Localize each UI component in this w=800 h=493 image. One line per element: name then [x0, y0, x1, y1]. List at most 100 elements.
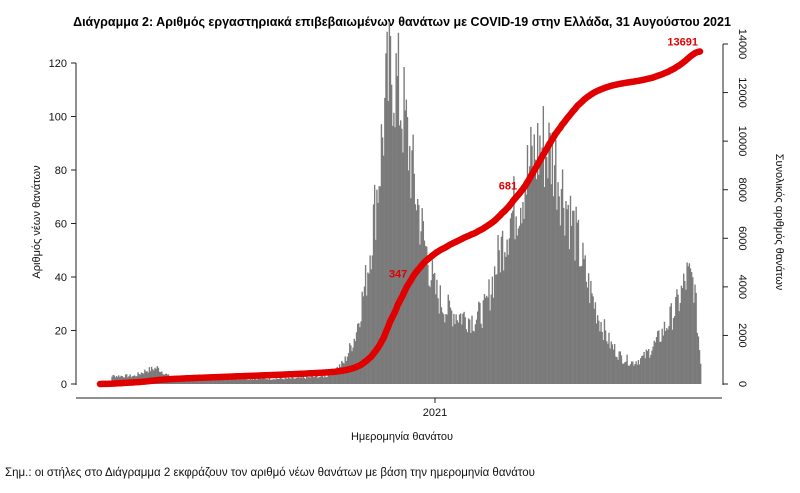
bar: [307, 377, 309, 384]
bar: [218, 379, 221, 384]
bar: [509, 218, 512, 384]
bar: [414, 204, 417, 384]
bar: [270, 379, 273, 384]
bar: [373, 184, 376, 384]
bar: [482, 300, 485, 384]
bar: [193, 378, 196, 384]
bar: [420, 231, 422, 384]
bar: [489, 310, 491, 384]
bar: [659, 342, 661, 384]
bar-series: [100, 21, 702, 385]
bar: [323, 377, 325, 384]
bar: [550, 184, 552, 384]
bar: [558, 196, 560, 384]
bar: [515, 216, 517, 384]
bar: [436, 279, 438, 384]
bar: [480, 323, 482, 384]
bar: [463, 311, 465, 384]
bar: [326, 377, 328, 384]
bar: [604, 330, 607, 384]
bar: [656, 331, 659, 384]
bar: [465, 329, 468, 384]
bar: [390, 84, 393, 385]
bar: [603, 319, 606, 384]
bar: [272, 379, 274, 384]
bar: [113, 375, 115, 384]
bar: [658, 330, 660, 384]
bar: [461, 324, 463, 384]
bar: [496, 274, 498, 384]
bar: [544, 147, 547, 384]
bar: [567, 204, 569, 384]
bar: [439, 285, 441, 384]
bar: [366, 295, 368, 384]
bar: [303, 377, 306, 384]
bar: [360, 321, 362, 384]
cumulative-label: 13691: [667, 37, 698, 49]
bar: [261, 377, 264, 384]
bar: [611, 344, 614, 384]
bar: [406, 117, 409, 384]
bar: [197, 378, 199, 384]
bar: [685, 289, 687, 384]
bar: [478, 301, 480, 384]
bar: [651, 350, 653, 384]
bar: [600, 321, 602, 384]
bar: [680, 285, 683, 384]
y-tick-label: 60: [55, 219, 67, 231]
bar: [410, 198, 412, 384]
bar: [236, 379, 239, 384]
bar: [590, 280, 592, 384]
bar: [427, 264, 429, 384]
bar: [688, 263, 691, 384]
bar: [284, 377, 286, 384]
bar: [428, 285, 430, 384]
x-tick-label: 2021: [423, 407, 447, 419]
bar: [452, 326, 454, 384]
bar: [238, 379, 240, 384]
bar: [150, 366, 153, 384]
bar: [157, 367, 160, 384]
bar: [239, 378, 241, 384]
bar: [534, 159, 537, 384]
bar: [337, 369, 340, 384]
bar: [512, 210, 514, 384]
bar: [359, 327, 361, 384]
bar: [501, 230, 504, 384]
bar: [213, 379, 215, 384]
bar: [375, 239, 377, 384]
bar: [111, 376, 113, 384]
bar: [419, 244, 421, 384]
bar: [137, 372, 139, 384]
bar: [661, 328, 663, 384]
y2-tick-label: 4000: [736, 275, 748, 299]
bar: [418, 204, 420, 384]
bar: [393, 112, 395, 384]
bar: [336, 366, 338, 384]
bar: [456, 320, 458, 384]
y2-tick-label: 14000: [736, 29, 748, 60]
bar: [201, 379, 204, 384]
bar: [225, 377, 228, 384]
bar: [118, 375, 120, 384]
bar: [607, 343, 609, 384]
bar: [407, 170, 410, 384]
bar: [384, 97, 386, 384]
bar: [293, 378, 295, 384]
bar: [437, 298, 439, 384]
bar: [304, 378, 307, 384]
bar: [697, 336, 700, 384]
bar: [421, 208, 423, 384]
bar: [255, 378, 257, 384]
bar: [647, 349, 650, 384]
bar: [379, 186, 381, 384]
bar: [232, 377, 234, 384]
bar: [223, 377, 225, 384]
bar: [673, 316, 676, 384]
bar: [633, 365, 635, 384]
bar: [386, 31, 388, 384]
bar: [327, 374, 329, 384]
bar: [678, 311, 680, 384]
bar: [520, 207, 522, 384]
bar: [677, 294, 679, 384]
